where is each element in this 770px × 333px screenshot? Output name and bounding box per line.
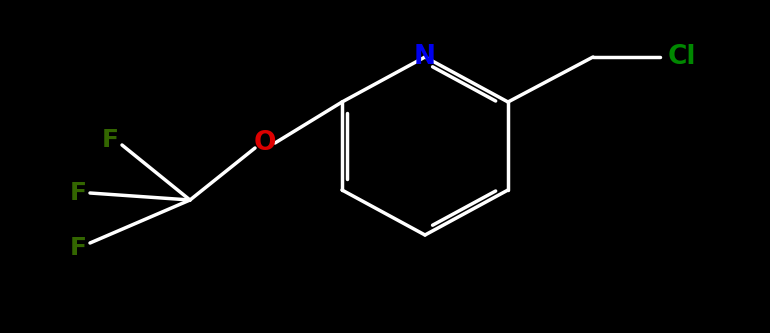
Text: O: O [254, 130, 276, 156]
Text: Cl: Cl [668, 44, 697, 70]
Text: F: F [69, 236, 86, 260]
Text: F: F [102, 128, 119, 152]
Text: F: F [69, 181, 86, 205]
Text: N: N [414, 44, 436, 70]
